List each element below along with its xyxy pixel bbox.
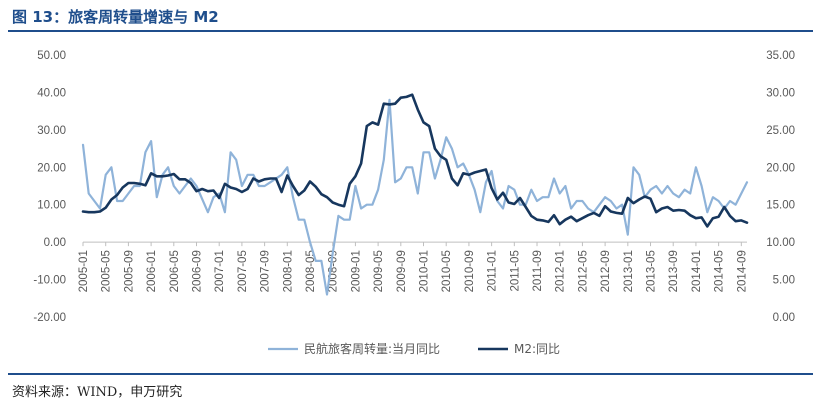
x-tick-label: 2009-01 xyxy=(350,250,362,292)
left-axis-tick-label: 0.00 xyxy=(44,237,66,249)
right-axis-tick-label: 30.00 xyxy=(766,87,795,99)
x-tick-label: 2006-09 xyxy=(192,250,204,292)
left-axis-tick-label: -20.00 xyxy=(33,312,66,324)
left-y-axis: -20.00 -10.00 0.00 10.00 20.00 30.00 40.00 50.0… xyxy=(33,50,66,324)
footer-divider xyxy=(8,373,813,375)
legend-label: 民航旅客周转量:当月同比 xyxy=(304,341,440,356)
x-tick-label: 2012-01 xyxy=(555,250,567,292)
right-axis-tick-label: 0.00 xyxy=(773,312,795,324)
source-note: 资料来源：WIND，申万研究 xyxy=(12,385,183,400)
x-tick-label: 2006-05 xyxy=(169,250,181,292)
x-tick-label: 2010-01 xyxy=(419,250,431,292)
x-tick-label: 2014-01 xyxy=(691,250,703,292)
x-tick-label: 2012-09 xyxy=(600,250,612,292)
x-tick-label: 2008-05 xyxy=(305,250,317,292)
right-axis-tick-label: 25.00 xyxy=(766,125,795,137)
header-divider xyxy=(8,30,813,32)
left-axis-tick-label: 20.00 xyxy=(37,162,66,174)
x-tick-label: 2005-09 xyxy=(123,250,135,292)
x-tick-label: 2005-01 xyxy=(78,250,90,292)
x-tick-label: 2011-05 xyxy=(509,250,521,291)
chart-title: 图 13：旅客周转量增速与 M2 xyxy=(12,8,219,26)
right-axis-tick-label: 35.00 xyxy=(766,50,795,62)
x-tick-label: 2013-09 xyxy=(668,250,680,292)
x-tick-label: 2005-05 xyxy=(101,250,113,292)
legend-label: M2:同比 xyxy=(514,342,560,356)
series-line-m2 xyxy=(81,93,749,228)
line-chart: -20.00 -10.00 0.00 10.00 20.00 30.00 40.00 50.0… xyxy=(33,50,795,356)
x-tick-label: 2011-01 xyxy=(487,250,499,291)
x-tick-label: 2014-05 xyxy=(714,250,726,292)
x-tick-label: 2010-05 xyxy=(441,250,453,292)
left-axis-tick-label: 10.00 xyxy=(37,200,66,212)
x-tick-label: 2011-09 xyxy=(532,250,544,291)
x-tick-label: 2006-01 xyxy=(146,250,158,292)
x-tick-label: 2013-01 xyxy=(623,250,635,292)
series-layer xyxy=(81,93,749,296)
x-tick-label: 2007-09 xyxy=(260,250,272,292)
right-y-axis: 0.00 5.00 10.00 15.00 20.00 25.00 30.00 35.00 xyxy=(766,50,795,324)
left-axis-tick-label: -10.00 xyxy=(33,275,66,287)
x-tick-label: 2012-05 xyxy=(577,250,589,292)
x-tick-label: 2008-01 xyxy=(282,250,294,292)
x-tick-label: 2010-09 xyxy=(464,250,476,292)
right-axis-tick-label: 15.00 xyxy=(766,200,795,212)
x-tick-label: 2009-05 xyxy=(373,250,385,292)
x-tick-label: 2007-05 xyxy=(237,250,249,292)
x-tick-label: 2014-09 xyxy=(736,250,748,292)
series-line-passenger-turnover xyxy=(81,98,749,296)
right-axis-tick-label: 5.00 xyxy=(773,275,795,287)
x-tick-label: 2013-05 xyxy=(646,250,658,292)
left-axis-tick-label: 40.00 xyxy=(37,87,66,99)
left-axis-tick-label: 50.00 xyxy=(37,50,66,62)
right-axis-tick-label: 20.00 xyxy=(766,162,795,174)
left-axis-tick-label: 30.00 xyxy=(37,125,66,137)
x-tick-label: 2007-01 xyxy=(214,250,226,292)
x-axis-ticks: 2005-01 2005-05 2005-09 2006-01 2006-05 2006-… xyxy=(78,242,748,292)
right-axis-tick-label: 10.00 xyxy=(766,237,795,249)
x-tick-label: 2009-09 xyxy=(396,250,408,292)
legend: 民航旅客周转量:当月同比 M2:同比 xyxy=(268,341,560,356)
